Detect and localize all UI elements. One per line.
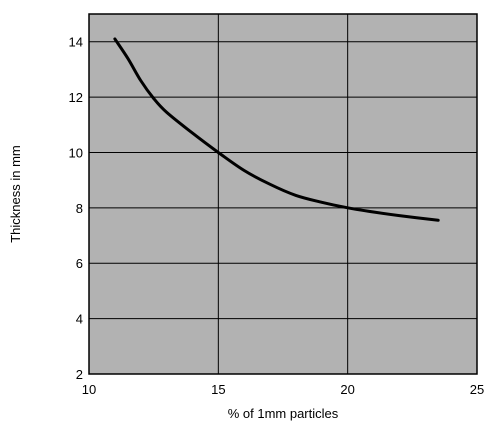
y-tick-label: 8	[76, 201, 83, 216]
plot-area	[89, 14, 477, 374]
x-tick-labels: 10 15 20 25	[82, 382, 484, 397]
y-tick-label: 14	[69, 35, 83, 50]
x-tick-label: 25	[470, 382, 484, 397]
y-tick-label: 10	[69, 145, 83, 160]
series-line	[113, 37, 440, 222]
y-axis-title: Thickness in mm	[8, 145, 23, 243]
y-tick-label: 2	[76, 367, 83, 382]
y-tick-labels: 2 4 6 8 10 12 14	[69, 35, 83, 382]
x-tick-label: 10	[82, 382, 96, 397]
y-tick-label: 4	[76, 312, 83, 327]
y-tick-label: 12	[69, 90, 83, 105]
x-tick-label: 15	[211, 382, 225, 397]
x-axis-title: % of 1mm particles	[228, 406, 339, 421]
y-tick-label: 6	[76, 256, 83, 271]
plot-border	[88, 13, 478, 375]
x-tick-label: 20	[340, 382, 354, 397]
